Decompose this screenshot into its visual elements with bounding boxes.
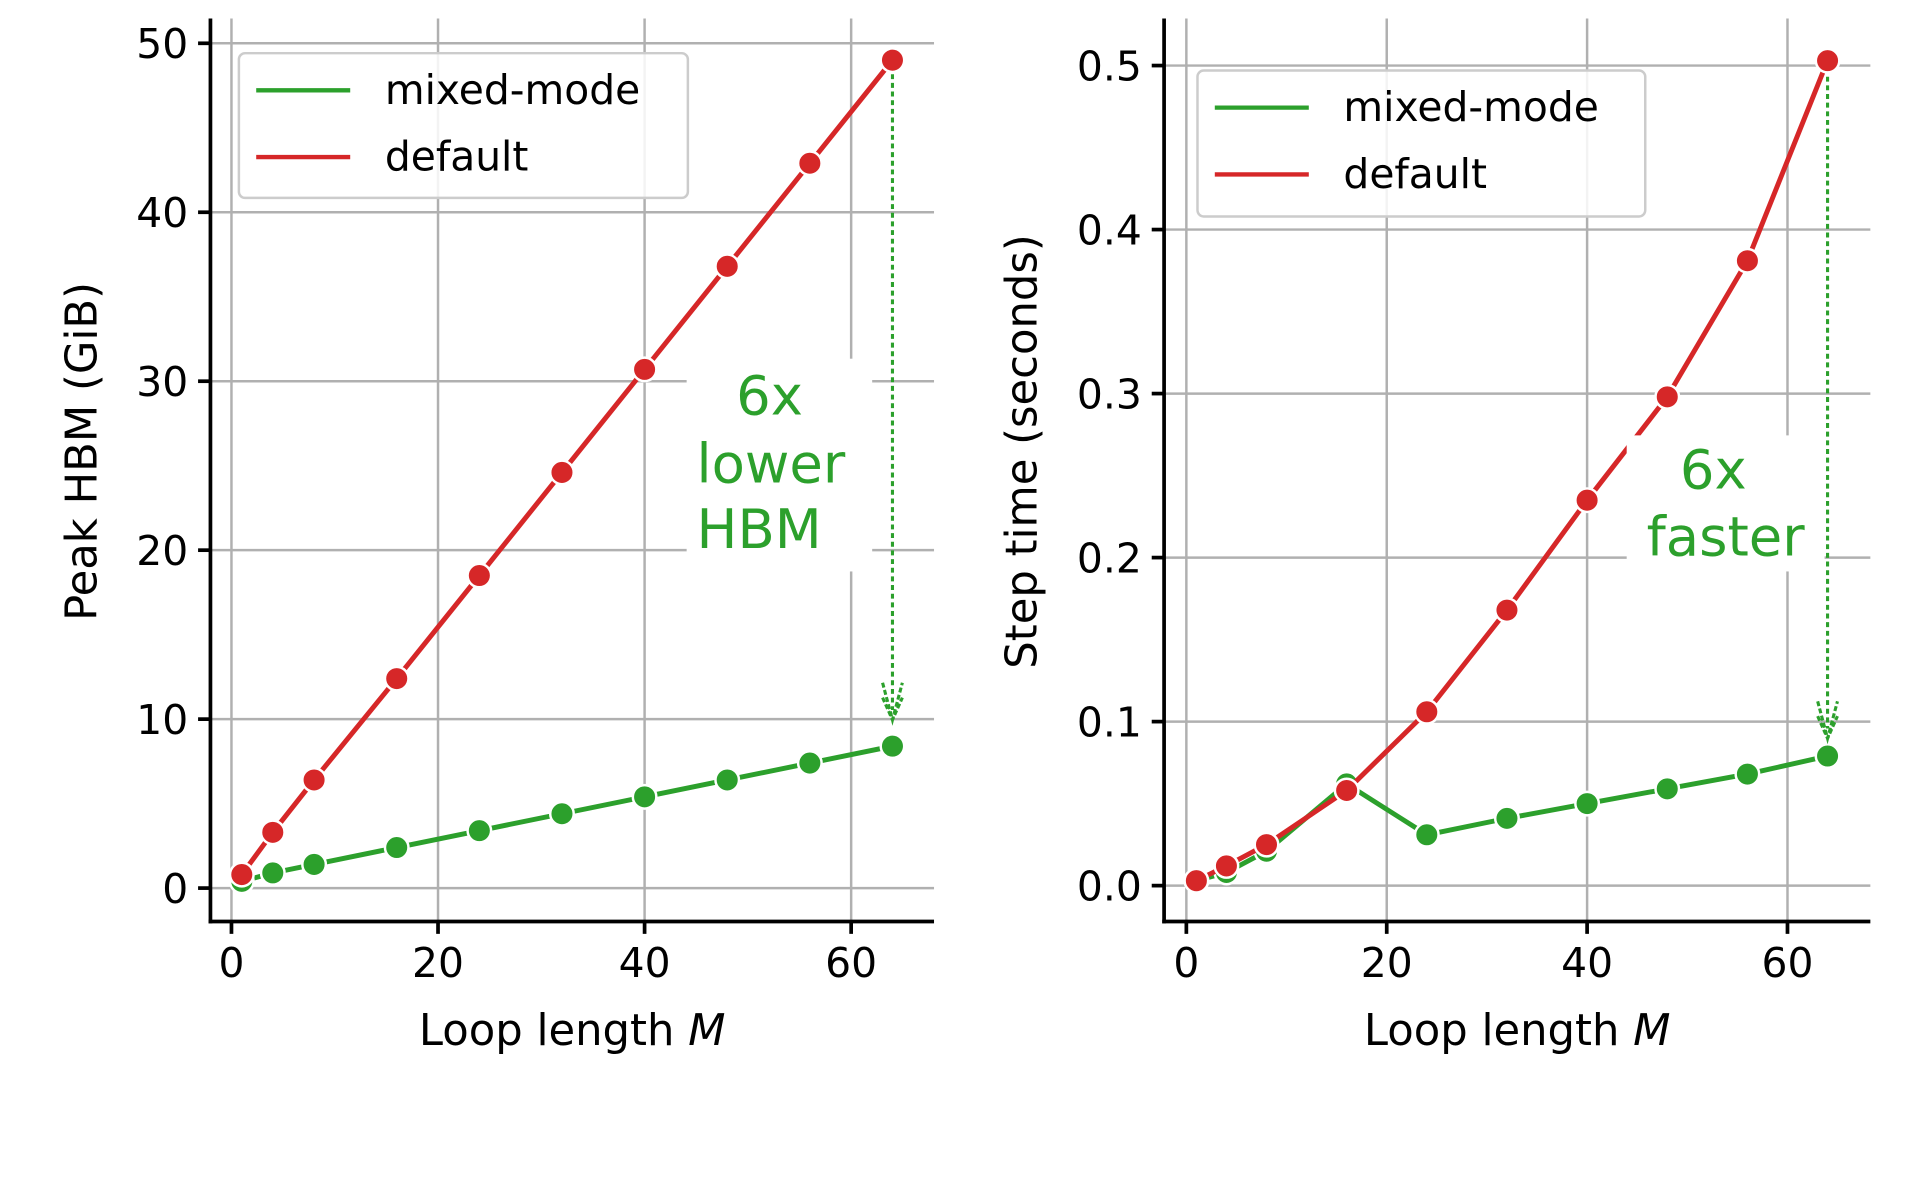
- data-point-mixed-mode-x40: [631, 783, 658, 810]
- annotation-text: HBM: [697, 497, 822, 561]
- x-tick-label: 60: [825, 939, 877, 987]
- data-point-default-x48: [1654, 383, 1681, 410]
- y-tick-label: 10: [136, 696, 188, 744]
- legend-label-default: default: [385, 133, 529, 181]
- data-point-default-x40: [1574, 487, 1601, 514]
- x-axis-label-var: M: [1633, 1006, 1670, 1056]
- arrowhead-icon: [1816, 700, 1839, 745]
- legend-box: [237, 51, 690, 200]
- arrowhead-icon: [881, 682, 904, 726]
- data-point-default-x40: [631, 356, 658, 383]
- x-axis-label-var: M: [688, 1006, 725, 1056]
- data-point-default-x4: [1213, 852, 1240, 879]
- data-point-default-x56: [796, 150, 823, 177]
- data-point-mixed-mode-x64: [1814, 743, 1841, 770]
- data-point-default-x64: [1814, 47, 1841, 74]
- data-point-default-x56: [1734, 247, 1761, 274]
- data-point-default-x64: [879, 47, 906, 74]
- data-point-default-x16: [383, 665, 410, 692]
- data-point-default-x8: [1253, 831, 1280, 858]
- y-axis-label: Peak HBM (GiB): [58, 282, 108, 621]
- chart-panel-2: 0 20 40 60 0.0 0.1 0.2 0.3 0.4 0.5 Loop length M St…: [998, 18, 1871, 1056]
- data-point-mixed-mode-x24: [466, 817, 493, 844]
- data-point-default-x1: [228, 861, 255, 888]
- x-axis-label-text: Loop length: [419, 1006, 688, 1056]
- x-tick-label: 0: [218, 939, 244, 987]
- annotation-box: [1626, 435, 1825, 572]
- data-point-default-x32: [548, 459, 575, 486]
- annotation-text: lower: [697, 431, 846, 495]
- y-tick-label: 0.2: [1077, 534, 1142, 582]
- annotation-text: faster: [1647, 504, 1806, 568]
- data-point-default-x24: [1413, 698, 1440, 725]
- legend-label-mixed-mode: mixed-mode: [385, 66, 640, 114]
- data-point-mixed-mode-x48: [714, 766, 741, 793]
- y-tick-label: 0.5: [1077, 42, 1142, 90]
- data-point-mixed-mode-x56: [1734, 761, 1761, 788]
- y-tick-label: 0.4: [1077, 206, 1142, 254]
- legend: mixed-mode default: [237, 51, 690, 200]
- data-point-mixed-mode-x24: [1413, 821, 1440, 848]
- data-point-default-x24: [466, 562, 493, 589]
- legend-label-default: default: [1343, 150, 1487, 198]
- y-tick-label: 20: [136, 527, 188, 575]
- series-line-mixed-mode: [241, 743, 893, 884]
- data-point-mixed-mode-x8: [301, 851, 328, 878]
- data-point-default-x8: [301, 766, 328, 793]
- data-point-mixed-mode-x64: [879, 733, 906, 760]
- data-point-mixed-mode-x32: [548, 800, 575, 827]
- series-line-default: [1195, 59, 1830, 883]
- data-point-mixed-mode-x48: [1654, 775, 1681, 802]
- series-line-default: [239, 58, 895, 877]
- data-point-mixed-mode-x40: [1574, 790, 1601, 817]
- data-point-default-x4: [259, 819, 286, 846]
- x-tick-label: 40: [619, 939, 671, 987]
- y-tick-label: 40: [136, 189, 188, 237]
- data-point-mixed-mode-x16: [383, 834, 410, 861]
- x-tick-label: 20: [1361, 939, 1413, 987]
- annotation-box: [686, 358, 873, 572]
- series-line-mixed-mode: [1195, 753, 1829, 884]
- data-point-mixed-mode-x56: [796, 750, 823, 777]
- legend: mixed-mode default: [1196, 69, 1647, 218]
- legend-label-mixed-mode: mixed-mode: [1343, 83, 1598, 131]
- y-tick-label: 0: [162, 865, 188, 913]
- x-tick-label: 20: [412, 939, 464, 987]
- annotation-text: 6x: [1680, 438, 1747, 502]
- y-axis-label: Step time (seconds): [998, 234, 1048, 669]
- y-tick-label: 50: [136, 20, 188, 68]
- legend-box: [1196, 69, 1647, 218]
- data-point-mixed-mode-x32: [1493, 805, 1520, 832]
- annotation-text: 6x: [736, 363, 803, 427]
- x-tick-label: 0: [1173, 939, 1199, 987]
- chart-panel-1: 0 20 40 60 0 10 20 30 40 50 Loop length M Peak HBM …: [58, 18, 935, 1056]
- x-axis-label: Loop length M: [419, 1006, 726, 1056]
- x-tick-label: 60: [1762, 939, 1814, 987]
- y-tick-label: 0.3: [1077, 370, 1142, 418]
- y-tick-label: 0.0: [1077, 862, 1142, 910]
- data-point-default-x1: [1183, 867, 1210, 894]
- data-point-default-x16: [1333, 777, 1360, 804]
- x-axis-label: Loop length M: [1364, 1006, 1671, 1056]
- x-axis-label-text: Loop length: [1364, 1006, 1633, 1056]
- data-point-default-x48: [714, 253, 741, 280]
- x-tick-label: 40: [1561, 939, 1613, 987]
- y-tick-label: 30: [136, 358, 188, 406]
- data-point-mixed-mode-x4: [259, 859, 286, 886]
- data-point-default-x32: [1493, 597, 1520, 624]
- y-tick-label: 0.1: [1077, 698, 1142, 746]
